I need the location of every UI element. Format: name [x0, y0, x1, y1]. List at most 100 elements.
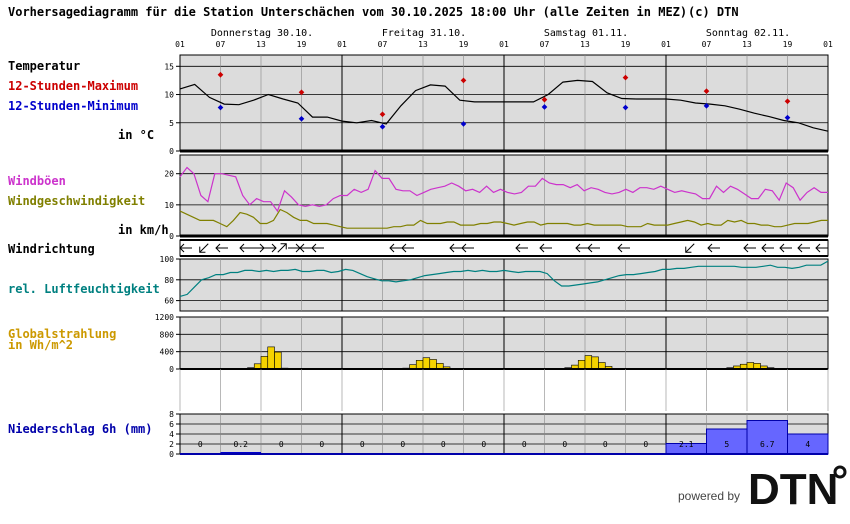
hour-tick-label: 13	[742, 40, 752, 49]
humidity-ytick-label: 60	[164, 297, 174, 306]
wind-arrow	[299, 243, 312, 253]
wind-arrow	[264, 243, 277, 253]
radiation-bar	[429, 359, 437, 370]
wind-arrow-head	[389, 243, 395, 253]
wind-arrow-head	[587, 243, 593, 253]
label-12h-max: 12-Stunden-Maximum	[8, 79, 138, 93]
tmin-marker	[460, 121, 467, 127]
wind-arrow	[743, 243, 756, 253]
precipitation-value-label: 0	[603, 440, 608, 449]
tmin-marker	[541, 104, 548, 110]
wind-arrow	[761, 243, 774, 253]
temperature-ytick-label: 0	[169, 147, 174, 156]
precipitation-ytick-label: 8	[169, 410, 174, 419]
radiation-panel: 0 400 800 1200	[155, 313, 829, 374]
dtn-brand: DTN	[748, 465, 838, 514]
precipitation-value-label: 0	[441, 440, 446, 449]
hour-tick-label: 19	[783, 40, 793, 49]
wind-direction-panel	[179, 239, 829, 257]
label-wind-unit: in km/h	[118, 223, 169, 237]
day-label-4: Sonntag 02.11.	[706, 28, 790, 39]
wind-arrow-shaft	[199, 243, 209, 253]
wind-arrow-head	[685, 246, 692, 253]
precipitation-value-label: 0	[562, 440, 567, 449]
hour-tick-label: 13	[418, 40, 428, 49]
wind-arrow	[277, 243, 287, 253]
label-radiation: Globalstrahlung	[8, 327, 116, 341]
hour-tick-label: 13	[256, 40, 266, 49]
wind-arrow-head	[539, 243, 545, 253]
wind-ytick-label: 10	[164, 201, 174, 210]
tmax-marker	[217, 71, 224, 78]
wind-arrow-head	[761, 243, 767, 253]
radiation-bar	[584, 355, 593, 370]
separator-area	[179, 369, 829, 411]
label-windspeed: Windgeschwindigkeit	[8, 194, 145, 208]
wind-arrow-head	[280, 243, 287, 250]
wind-arrow	[461, 243, 474, 253]
windspeed-line	[179, 208, 828, 229]
precipitation-value-label: 0	[279, 440, 284, 449]
radiation-ytick-label: 0	[169, 365, 174, 374]
hour-tick-label: 19	[297, 40, 307, 49]
wind-arrow	[389, 243, 402, 253]
precipitation-value-label: 0	[643, 440, 648, 449]
wind-arrow-head	[449, 243, 455, 253]
humidity-line	[179, 260, 829, 297]
precipitation-value-label: 0.2	[234, 440, 249, 449]
temperature-line	[179, 79, 829, 132]
hour-tick-label: 01	[499, 40, 509, 49]
wind-arrow	[449, 243, 462, 253]
wind-arrow	[685, 243, 695, 253]
wind-arrow-head	[815, 243, 821, 253]
temperature-panel: 0 5 10 15	[164, 54, 829, 156]
wind-arrow-shaft	[685, 243, 695, 253]
wind-ytick-label: 20	[164, 170, 174, 179]
wind-arrow-head	[461, 243, 467, 253]
tmax-marker	[703, 88, 710, 94]
tmin-marker	[217, 104, 224, 111]
wind-arrow	[815, 243, 828, 253]
hour-tick-label: 01	[661, 40, 671, 49]
wind-arrow	[179, 243, 192, 253]
precipitation-ytick-label: 0	[169, 450, 174, 459]
hour-tick-label: 01	[175, 40, 185, 49]
wind-arrow-head	[707, 243, 713, 253]
radiation-bar	[274, 351, 282, 370]
hour-tick-label: 07	[540, 40, 550, 49]
day-label-3: Samstag 01.11.	[544, 28, 628, 39]
precipitation-value-label: 0	[319, 440, 324, 449]
tmin-marker	[784, 114, 791, 121]
label-gusts: Windböen	[8, 174, 66, 188]
wind-arrow	[239, 243, 252, 253]
wind-arrow	[539, 243, 552, 253]
humidity-ytick-label: 80	[164, 276, 174, 285]
tmax-marker	[379, 111, 386, 118]
hour-tick-label: 01	[337, 40, 347, 49]
tmin-marker	[379, 123, 386, 130]
wind-arrow	[215, 243, 228, 253]
hour-tick-label: 19	[459, 40, 469, 49]
wind-arrow-head	[401, 243, 407, 253]
wind-arrow-head	[575, 243, 581, 253]
humidity-ytick-label: 100	[160, 255, 175, 264]
precipitation-value-label: 0	[481, 440, 486, 449]
tmin-marker	[298, 115, 305, 122]
precipitation-ytick-label: 4	[169, 430, 174, 439]
precipitation-value-label: 0	[522, 440, 527, 449]
wind-ytick-label: 0	[169, 232, 174, 241]
precipitation-ytick-label: 2	[169, 440, 174, 449]
label-wind-direction: Windrichtung	[8, 242, 95, 256]
dtn-logo: powered by DTN	[678, 465, 847, 514]
wind-arrow-head	[199, 246, 206, 253]
radiation-ytick-label: 1200	[155, 313, 174, 322]
tmax-marker	[784, 98, 791, 105]
precipitation-value-label: 0	[360, 440, 365, 449]
chart-title: Vorhersagediagramm für die Station Unter…	[8, 5, 687, 19]
gust-line	[179, 166, 828, 213]
hour-ticks: 01 07 13 19 01 07 13 19 01 07 13 19 01 07 13 19 01	[175, 40, 833, 49]
wind-arrow	[587, 243, 600, 253]
radiation-bar	[577, 360, 586, 370]
